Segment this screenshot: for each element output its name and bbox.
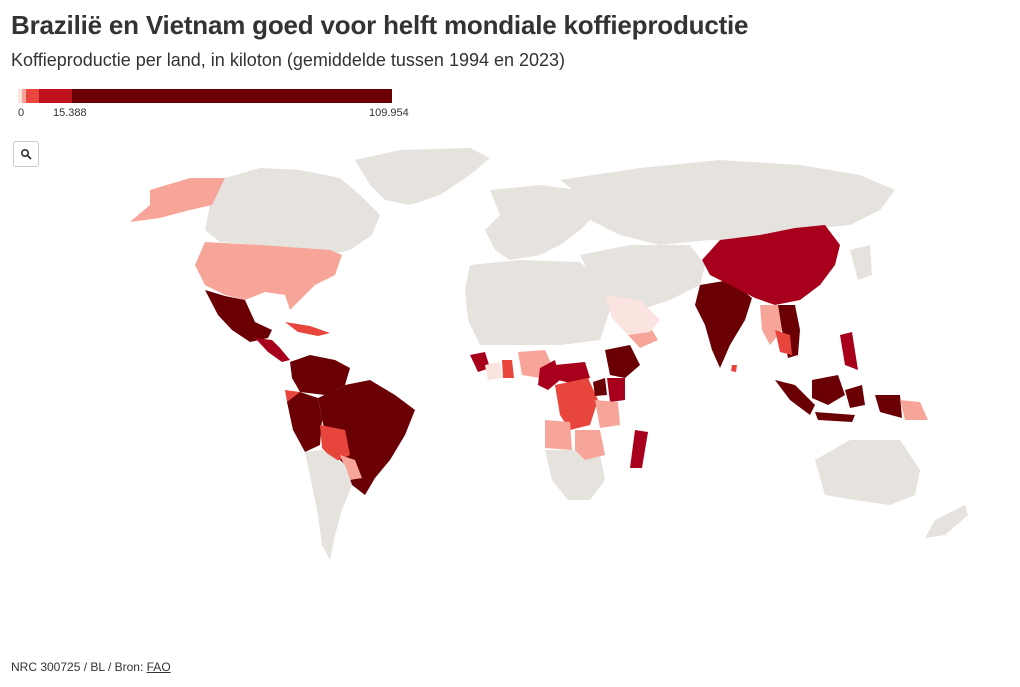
region-middle-east[interactable] bbox=[580, 245, 705, 310]
region-sulawesi[interactable] bbox=[845, 385, 865, 408]
footer: NRC 300725 / BL / Bron: FAO bbox=[11, 660, 171, 674]
region-ethiopia[interactable] bbox=[605, 345, 640, 378]
region-sri-lanka[interactable] bbox=[731, 365, 737, 372]
region-cameroon[interactable] bbox=[538, 360, 560, 390]
region-alaska[interactable] bbox=[130, 178, 225, 222]
region-png-west[interactable] bbox=[875, 395, 902, 418]
region-kenya[interactable] bbox=[607, 378, 625, 402]
region-angola[interactable] bbox=[545, 420, 572, 450]
region-canada[interactable] bbox=[205, 168, 380, 255]
region-mexico[interactable] bbox=[205, 290, 272, 342]
legend-swatch-high bbox=[39, 89, 72, 103]
region-philippines[interactable] bbox=[840, 332, 858, 370]
chart-title: Braziliё en Vietnam goed voor helft mond… bbox=[11, 10, 749, 40]
region-greenland[interactable] bbox=[355, 148, 490, 205]
zoom-button[interactable] bbox=[13, 141, 39, 167]
region-peru[interactable] bbox=[287, 392, 322, 452]
region-india[interactable] bbox=[695, 280, 752, 368]
region-zambia-zim[interactable] bbox=[575, 430, 605, 460]
region-tanzania[interactable] bbox=[595, 400, 620, 428]
region-southern-africa[interactable] bbox=[545, 450, 605, 500]
legend-tick-max: 109.954 bbox=[369, 107, 409, 119]
region-north-africa[interactable] bbox=[465, 260, 610, 345]
legend-tick-mid: 15.388 bbox=[53, 107, 87, 119]
region-ghana-togo[interactable] bbox=[502, 360, 514, 378]
region-usa[interactable] bbox=[195, 242, 342, 310]
region-car[interactable] bbox=[555, 362, 590, 383]
region-uganda[interactable] bbox=[593, 378, 607, 396]
legend-swatch-very-low bbox=[18, 89, 22, 103]
region-russia[interactable] bbox=[560, 160, 895, 245]
region-china[interactable] bbox=[702, 225, 840, 305]
region-argentina-chile[interactable] bbox=[305, 450, 352, 560]
region-caribbean[interactable] bbox=[285, 322, 330, 336]
chart-subtitle: Koffieproductie per land, in kiloton (ge… bbox=[11, 50, 566, 70]
region-borneo[interactable] bbox=[812, 375, 845, 405]
region-yemen[interactable] bbox=[628, 330, 658, 348]
region-java[interactable] bbox=[815, 412, 855, 422]
region-australia[interactable] bbox=[815, 440, 920, 505]
region-new-zealand[interactable] bbox=[925, 505, 968, 538]
region-ivory-coast[interactable] bbox=[485, 362, 502, 380]
region-central-america[interactable] bbox=[255, 338, 290, 362]
magnifier-icon bbox=[20, 148, 32, 160]
region-saudi-arabia[interactable] bbox=[605, 295, 660, 335]
region-papua-new-guinea[interactable] bbox=[900, 400, 928, 420]
region-madagascar[interactable] bbox=[630, 430, 648, 468]
region-guinea[interactable] bbox=[470, 352, 490, 372]
footer-credit: NRC 300725 / BL / Bron: bbox=[11, 660, 144, 674]
color-legend: 0 15.388 109.954 bbox=[18, 89, 418, 121]
region-bolivia[interactable] bbox=[320, 425, 350, 462]
world-map[interactable] bbox=[0, 140, 1020, 580]
source-link[interactable]: FAO bbox=[146, 660, 171, 674]
region-dr-congo[interactable] bbox=[555, 378, 598, 430]
region-japan[interactable] bbox=[850, 245, 872, 280]
region-thailand[interactable] bbox=[775, 330, 792, 355]
region-europe[interactable] bbox=[485, 185, 600, 260]
legend-swatch-very-high bbox=[72, 89, 392, 103]
region-brazil[interactable] bbox=[318, 380, 415, 495]
region-colombia[interactable] bbox=[290, 355, 350, 395]
legend-swatch-medium bbox=[26, 89, 39, 103]
region-vietnam[interactable] bbox=[778, 305, 800, 358]
region-sumatra[interactable] bbox=[775, 380, 815, 415]
legend-tick-min: 0 bbox=[18, 107, 25, 119]
legend-gradient-bar bbox=[18, 89, 392, 103]
region-paraguay[interactable] bbox=[340, 455, 362, 480]
legend-swatch-low bbox=[22, 89, 26, 103]
